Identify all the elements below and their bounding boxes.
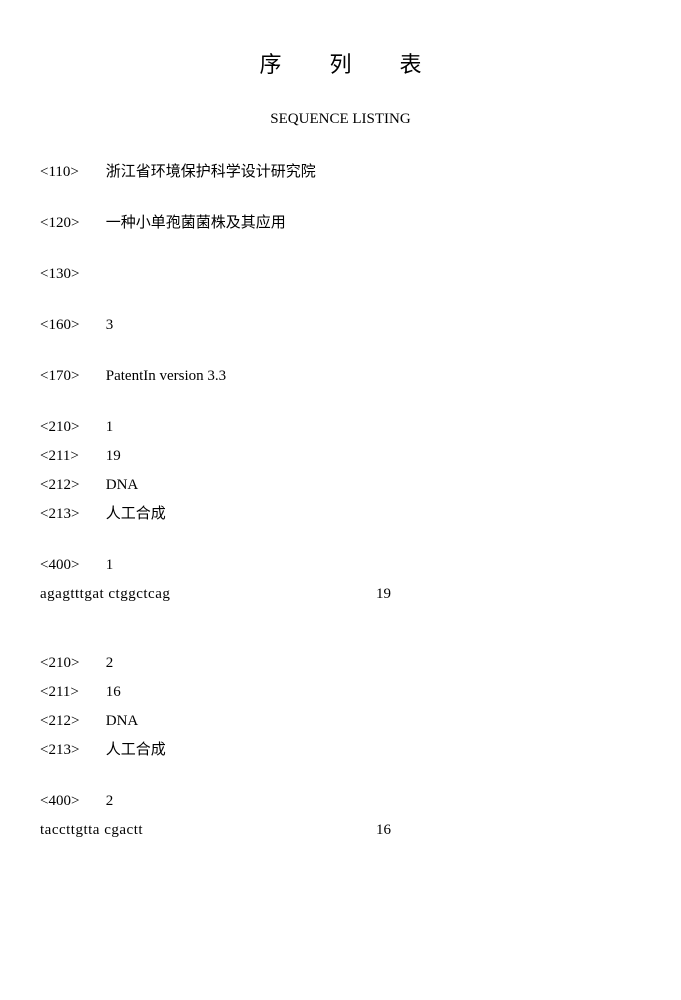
seq-data-tag: <400> bbox=[40, 791, 102, 812]
title-chinese: 序列表 bbox=[40, 50, 641, 81]
reference-row: <130> bbox=[40, 264, 641, 285]
title-english: SEQUENCE LISTING bbox=[40, 109, 641, 130]
seq-type-row: <212> DNA bbox=[40, 711, 641, 732]
software-value: PatentIn version 3.3 bbox=[106, 368, 226, 384]
seq-id-tag: <210> bbox=[40, 653, 102, 674]
seq-id-tag: <210> bbox=[40, 417, 102, 438]
software-row: <170> PatentIn version 3.3 bbox=[40, 366, 641, 387]
seq-id-value: 2 bbox=[106, 655, 114, 671]
sequence-length-label: 19 bbox=[376, 584, 641, 605]
seq-type-value: DNA bbox=[106, 477, 139, 493]
seq-length-row: <211> 19 bbox=[40, 446, 641, 467]
invention-title-row: <120> 一种小单孢菌菌株及其应用 bbox=[40, 213, 641, 234]
seq-type-value: DNA bbox=[106, 713, 139, 729]
seq-length-tag: <211> bbox=[40, 446, 102, 467]
seq-type-tag: <212> bbox=[40, 475, 102, 496]
seq-type-row: <212> DNA bbox=[40, 475, 641, 496]
seq-data-id: 2 bbox=[106, 793, 114, 809]
seq-id-row: <210> 1 bbox=[40, 417, 641, 438]
seq-length-value: 16 bbox=[106, 684, 121, 700]
seq-organism-value: 人工合成 bbox=[106, 506, 166, 522]
applicant-value: 浙江省环境保护科学设计研究院 bbox=[106, 164, 316, 180]
sequence-row: agagtttgat ctggctcag 19 bbox=[40, 584, 641, 605]
seq-organism-tag: <213> bbox=[40, 740, 102, 761]
reference-tag: <130> bbox=[40, 264, 102, 285]
seq-organism-row: <213> 人工合成 bbox=[40, 740, 641, 761]
sequence-length-label: 16 bbox=[376, 820, 641, 841]
seq-data-tag: <400> bbox=[40, 555, 102, 576]
software-tag: <170> bbox=[40, 366, 102, 387]
sequence-text: agagtttgat ctggctcag bbox=[40, 584, 170, 605]
seq-id-value: 1 bbox=[106, 419, 114, 435]
seq-data-id: 1 bbox=[106, 557, 114, 573]
seq-organism-row: <213> 人工合成 bbox=[40, 504, 641, 525]
seq-length-value: 19 bbox=[106, 448, 121, 464]
sequence-row: taccttgtta cgactt 16 bbox=[40, 820, 641, 841]
applicant-row: <110> 浙江省环境保护科学设计研究院 bbox=[40, 162, 641, 183]
invention-title-tag: <120> bbox=[40, 213, 102, 234]
seq-length-tag: <211> bbox=[40, 682, 102, 703]
seq-type-tag: <212> bbox=[40, 711, 102, 732]
seq-data-tag-row: <400> 2 bbox=[40, 791, 641, 812]
seq-length-row: <211> 16 bbox=[40, 682, 641, 703]
seq-organism-value: 人工合成 bbox=[106, 742, 166, 758]
invention-title-value: 一种小单孢菌菌株及其应用 bbox=[106, 215, 286, 231]
sequence-text: taccttgtta cgactt bbox=[40, 820, 143, 841]
seq-count-value: 3 bbox=[106, 317, 114, 333]
seq-data-tag-row: <400> 1 bbox=[40, 555, 641, 576]
seq-count-row: <160> 3 bbox=[40, 315, 641, 336]
applicant-tag: <110> bbox=[40, 162, 102, 183]
seq-organism-tag: <213> bbox=[40, 504, 102, 525]
seq-count-tag: <160> bbox=[40, 315, 102, 336]
seq-id-row: <210> 2 bbox=[40, 653, 641, 674]
